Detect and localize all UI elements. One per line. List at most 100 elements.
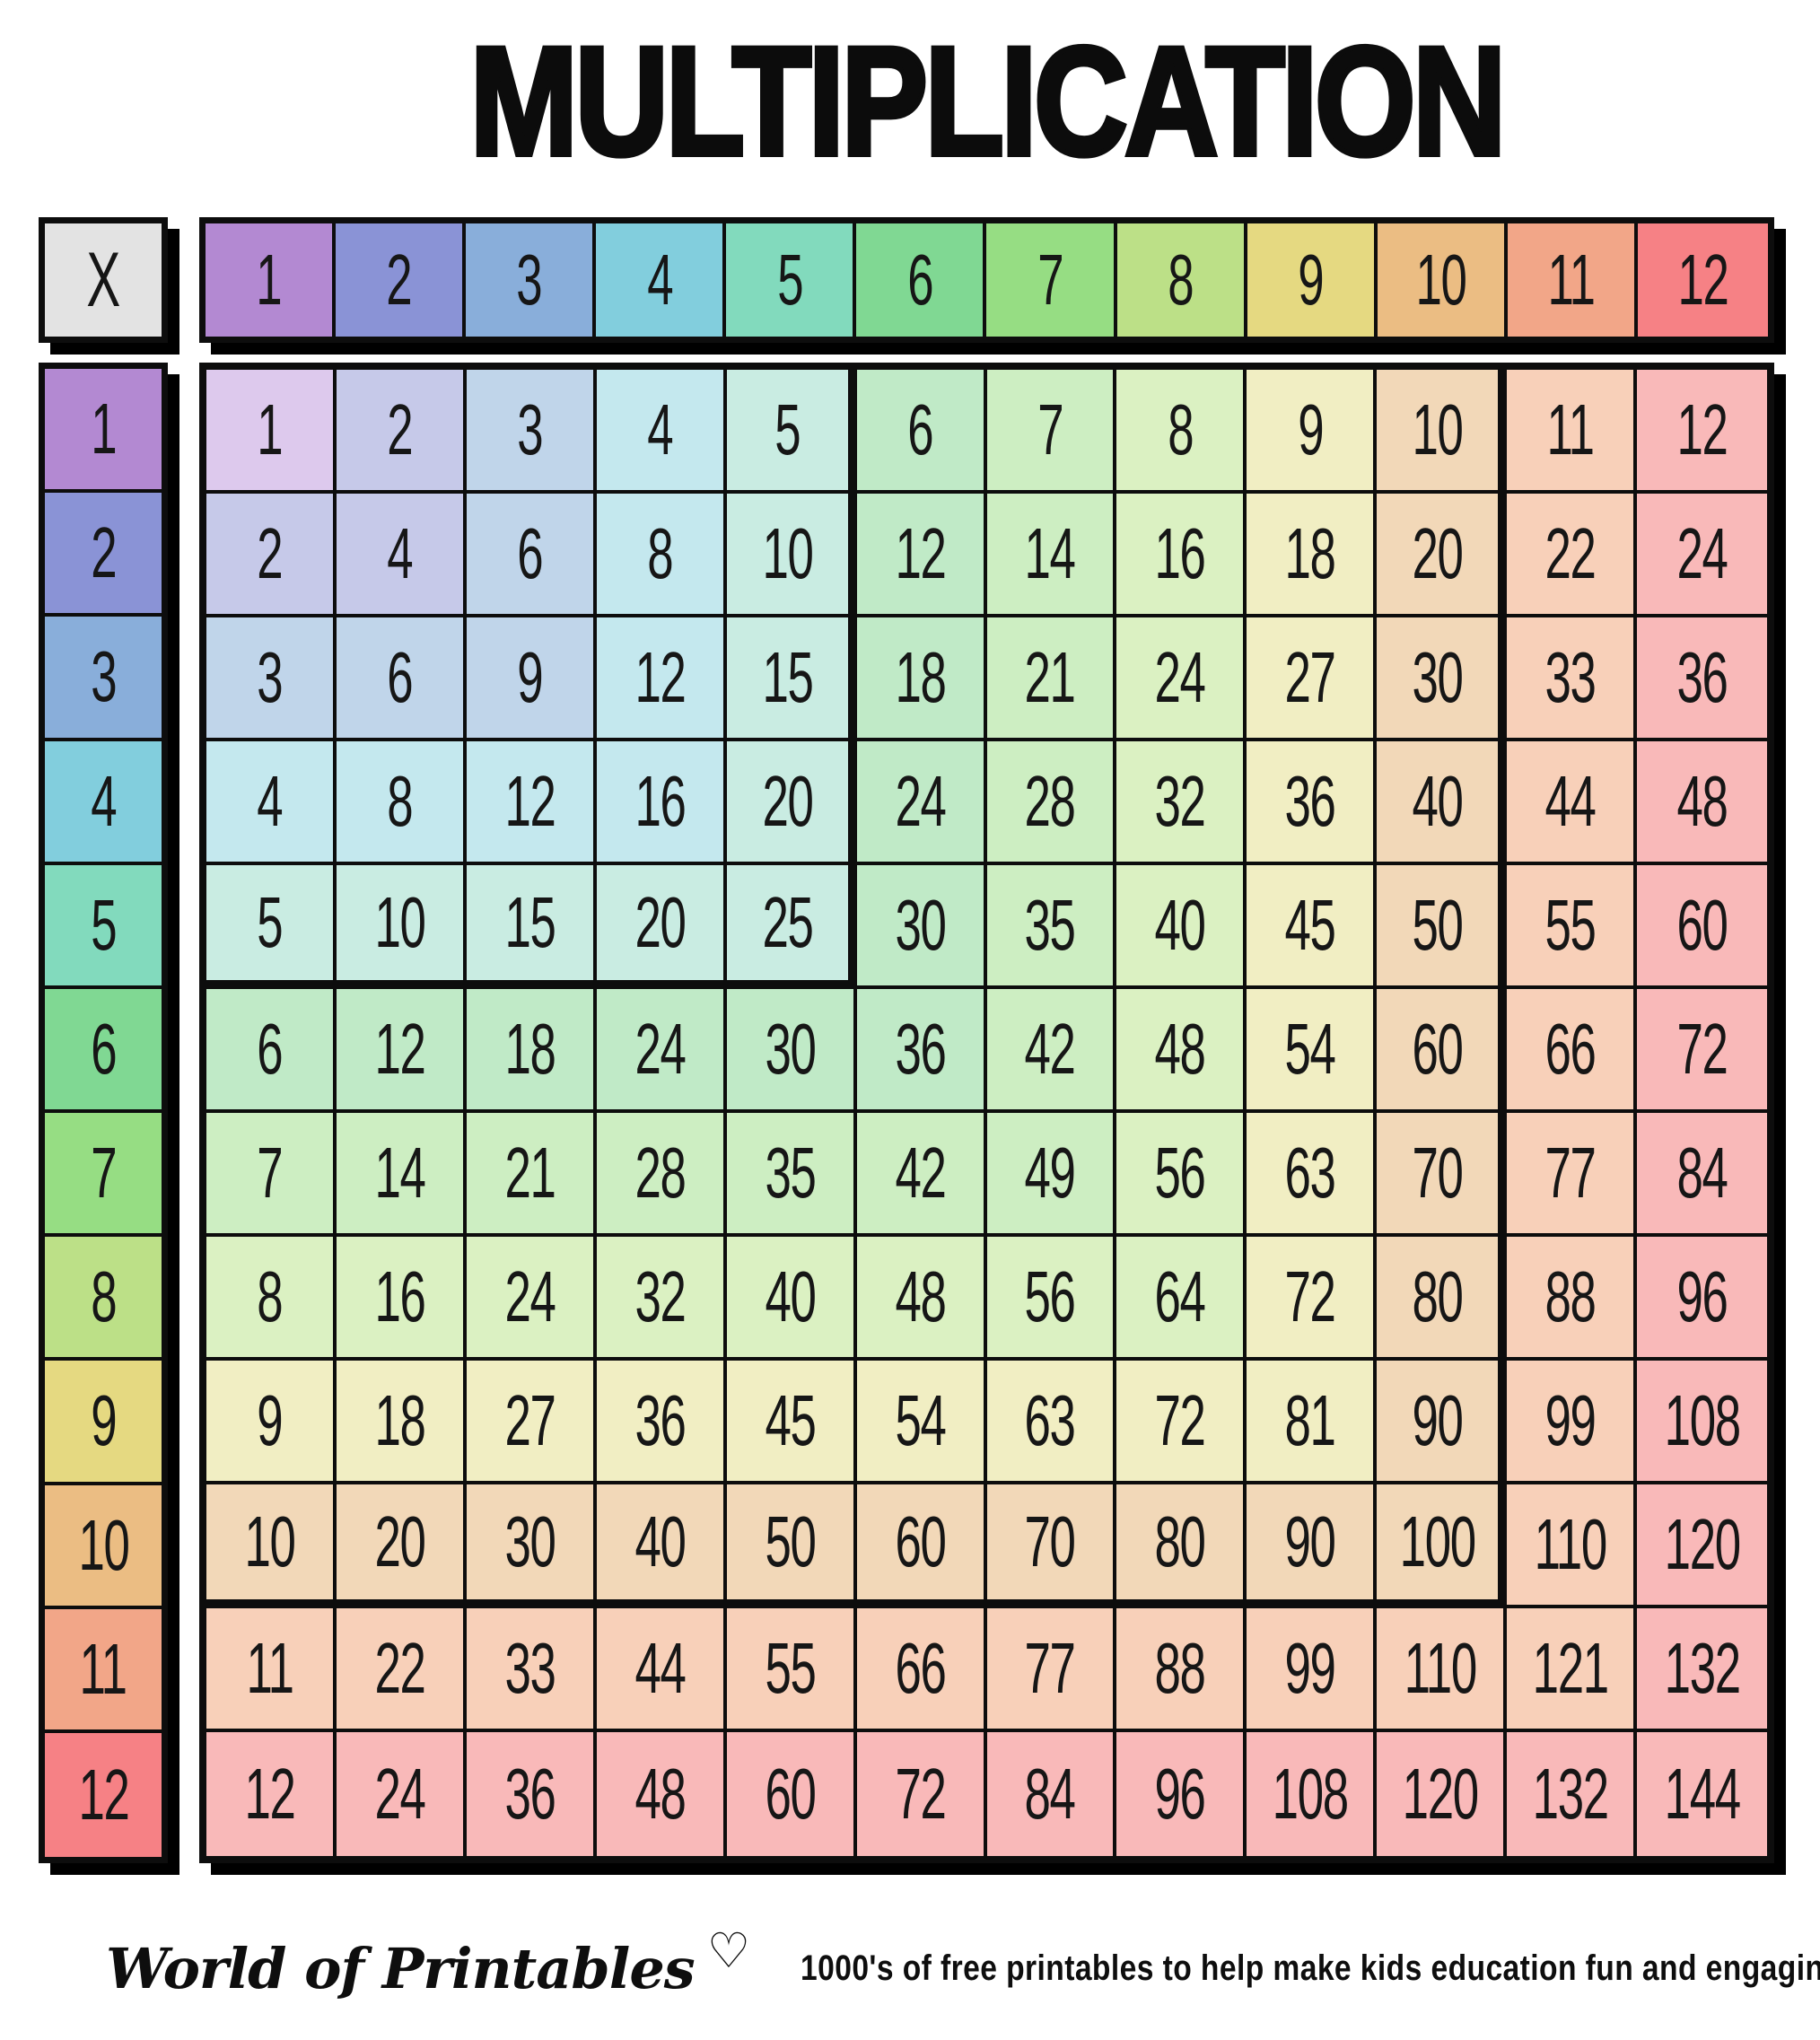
product-cell-r11-c1: 11 bbox=[206, 1608, 337, 1732]
cell-value: 4 bbox=[646, 240, 673, 320]
cell-value: 56 bbox=[1024, 1256, 1076, 1336]
cell-value: 90 bbox=[1284, 1502, 1336, 1581]
product-cell-r6-c1: 6 bbox=[206, 989, 337, 1113]
product-cell-r10-c3: 30 bbox=[466, 1484, 597, 1608]
cell-value: 1 bbox=[257, 390, 283, 469]
product-cell-r11-c9: 99 bbox=[1247, 1608, 1378, 1732]
cell-value: 72 bbox=[894, 1754, 946, 1834]
cell-value: 108 bbox=[1272, 1754, 1349, 1834]
cell-value: 55 bbox=[1544, 885, 1597, 965]
cell-value: 11 bbox=[79, 1628, 127, 1709]
cell-value: 60 bbox=[894, 1502, 946, 1581]
product-cell-r8-c10: 80 bbox=[1377, 1237, 1508, 1361]
cell-value: 100 bbox=[1399, 1502, 1476, 1581]
cell-value: 12 bbox=[894, 513, 946, 593]
product-cell-r3-c7: 21 bbox=[986, 617, 1117, 741]
product-cell-r9-c8: 72 bbox=[1116, 1361, 1247, 1484]
cell-value: 30 bbox=[765, 1009, 816, 1089]
cell-value: 12 bbox=[634, 637, 686, 717]
product-cell-r1-c3: 3 bbox=[466, 370, 597, 494]
product-cell-r8-c12: 96 bbox=[1637, 1237, 1767, 1361]
cell-value: 70 bbox=[1412, 1133, 1464, 1213]
page-title: MULTIPLICATION bbox=[199, 13, 1774, 189]
cell-value: 24 bbox=[504, 1256, 556, 1336]
product-cell-r5-c2: 10 bbox=[336, 865, 467, 989]
cell-value: 22 bbox=[1544, 513, 1597, 593]
cell-value: 42 bbox=[894, 1133, 946, 1213]
product-cell-r10-c4: 40 bbox=[596, 1484, 727, 1608]
cell-value: 121 bbox=[1532, 1628, 1609, 1708]
product-cell-r10-c2: 20 bbox=[336, 1484, 467, 1608]
cell-value: 33 bbox=[1544, 637, 1597, 717]
cell-value: 120 bbox=[1402, 1754, 1479, 1834]
products-grid: 1 2 3 4 5 6 7 8 9 10 11 12 2 4 6 8 10 12 14 16 18 20 22 24 3 6 9 12… bbox=[199, 363, 1774, 1863]
product-cell-r12-c2: 24 bbox=[336, 1732, 467, 1856]
cell-value: 54 bbox=[1284, 1009, 1336, 1089]
row-header-2: 2 bbox=[45, 493, 162, 617]
cell-value: 27 bbox=[504, 1380, 556, 1460]
cell-value: 5 bbox=[776, 240, 803, 320]
product-cell-r1-c2: 2 bbox=[336, 370, 467, 494]
cell-value: 16 bbox=[634, 761, 686, 841]
product-cell-r12-c3: 36 bbox=[466, 1732, 597, 1856]
cell-value: 21 bbox=[1024, 637, 1076, 717]
cell-value: 20 bbox=[762, 761, 813, 841]
product-cell-r3-c1: 3 bbox=[206, 617, 337, 741]
cell-value: 12 bbox=[77, 1754, 129, 1834]
product-cell-r7-c6: 42 bbox=[856, 1113, 987, 1237]
cell-value: 30 bbox=[894, 885, 946, 965]
cell-value: 5 bbox=[90, 884, 117, 965]
product-cell-r5-c7: 35 bbox=[986, 865, 1117, 989]
product-cell-r4-c3: 12 bbox=[466, 741, 597, 865]
product-cell-r12-c9: 108 bbox=[1247, 1732, 1378, 1856]
row-header-6: 6 bbox=[45, 988, 162, 1113]
product-cell-r8-c4: 32 bbox=[596, 1237, 727, 1361]
product-cell-r11-c10: 110 bbox=[1377, 1608, 1508, 1732]
product-cell-r10-c8: 80 bbox=[1116, 1484, 1247, 1608]
cell-value: 72 bbox=[1284, 1256, 1336, 1336]
cell-value: 2 bbox=[257, 513, 283, 593]
row-header-3: 3 bbox=[45, 617, 162, 741]
cell-value: 64 bbox=[1154, 1256, 1206, 1336]
row-header-8: 8 bbox=[45, 1237, 162, 1361]
product-cell-r6-c6: 36 bbox=[856, 989, 987, 1113]
cell-value: 10 bbox=[1415, 240, 1466, 320]
product-cell-r6-c4: 24 bbox=[596, 989, 727, 1113]
product-cell-r11-c3: 33 bbox=[466, 1608, 597, 1732]
cell-value: 18 bbox=[1284, 513, 1336, 593]
cell-value: 3 bbox=[90, 636, 117, 717]
product-cell-r1-c11: 11 bbox=[1507, 370, 1638, 494]
cell-value: 36 bbox=[894, 1009, 946, 1089]
cell-value: 4 bbox=[257, 761, 283, 841]
cell-value: 28 bbox=[634, 1133, 686, 1213]
product-cell-r9-c4: 36 bbox=[596, 1361, 727, 1484]
col-header-12: 12 bbox=[1637, 223, 1768, 337]
cell-value: 14 bbox=[1024, 513, 1076, 593]
cell-value: 18 bbox=[894, 637, 946, 717]
cell-value: 20 bbox=[634, 882, 686, 962]
cell-value: 24 bbox=[1154, 637, 1206, 717]
product-cell-r4-c2: 8 bbox=[336, 741, 467, 865]
cell-value: 84 bbox=[1024, 1754, 1076, 1834]
cell-value: 132 bbox=[1532, 1754, 1609, 1834]
product-cell-r7-c3: 21 bbox=[466, 1113, 597, 1237]
cell-value: 35 bbox=[765, 1133, 816, 1213]
product-cell-r3-c12: 36 bbox=[1637, 617, 1767, 741]
product-cell-r4-c8: 32 bbox=[1116, 741, 1247, 865]
product-cell-r1-c12: 12 bbox=[1637, 370, 1767, 494]
cell-value: 30 bbox=[504, 1502, 556, 1581]
cell-value: 55 bbox=[765, 1628, 816, 1708]
product-cell-r7-c10: 70 bbox=[1377, 1113, 1508, 1237]
product-cell-r7-c7: 49 bbox=[986, 1113, 1117, 1237]
cell-value: 36 bbox=[504, 1754, 556, 1834]
cell-value: 27 bbox=[1284, 637, 1336, 717]
product-cell-r6-c11: 66 bbox=[1507, 989, 1638, 1113]
product-cell-r8-c6: 48 bbox=[856, 1237, 987, 1361]
cell-value: 9 bbox=[90, 1380, 117, 1461]
product-cell-r12-c6: 72 bbox=[856, 1732, 987, 1856]
product-cell-r9-c2: 18 bbox=[336, 1361, 467, 1484]
cell-value: 42 bbox=[1024, 1009, 1076, 1089]
cell-value: 56 bbox=[1154, 1133, 1206, 1213]
cell-value: 24 bbox=[1676, 513, 1728, 593]
cell-value: 77 bbox=[1544, 1133, 1597, 1213]
